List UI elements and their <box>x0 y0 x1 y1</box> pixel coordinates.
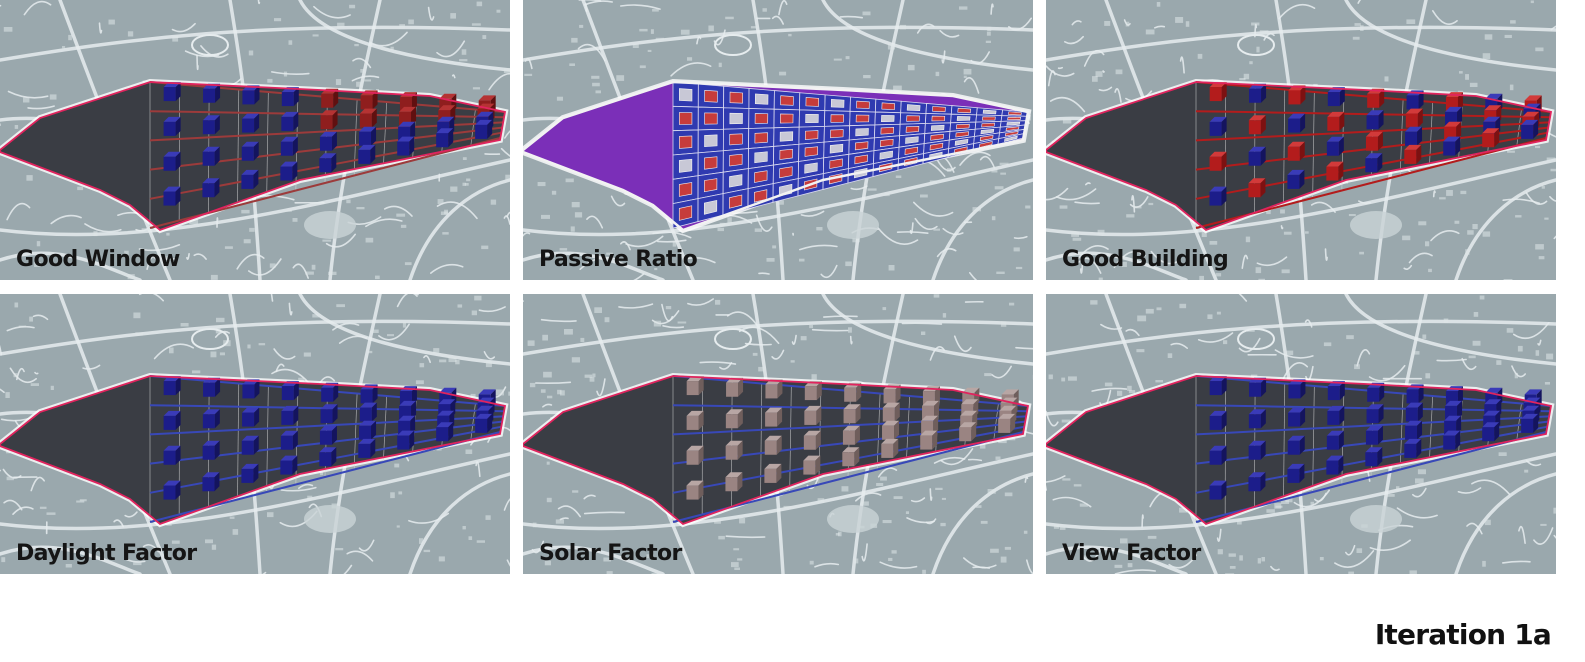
panel-view-factor: View Factor <box>1046 294 1556 574</box>
panel-label: View Factor <box>1062 541 1201 566</box>
site-masterplan <box>1046 78 1555 234</box>
panel-label: Good Building <box>1062 247 1229 272</box>
panel-label: Passive Ratio <box>539 247 698 272</box>
panel-daylight-factor: Daylight Factor <box>0 294 510 574</box>
iteration-title: Iteration 1a <box>1374 618 1552 651</box>
site-map-render <box>0 294 510 574</box>
panel-passive-ratio: Passive Ratio <box>523 0 1033 280</box>
site-masterplan <box>1046 372 1555 528</box>
site-map-render <box>1046 294 1556 574</box>
panel-good-building: Good Building <box>1046 0 1556 280</box>
panel-solar-factor: Solar Factor <box>523 294 1033 574</box>
site-masterplan <box>0 372 509 528</box>
panel-label: Solar Factor <box>539 541 682 566</box>
panel-label: Daylight Factor <box>16 541 197 566</box>
site-masterplan <box>523 372 1032 528</box>
site-map-render <box>0 0 510 280</box>
site-map-render <box>523 0 1033 280</box>
site-masterplan <box>523 78 1032 234</box>
site-masterplan <box>0 78 509 234</box>
site-map-render <box>1046 0 1556 280</box>
site-map-render <box>523 294 1033 574</box>
city-building-blocks <box>1051 0 1556 280</box>
panel-good-window: Good Window <box>0 0 510 280</box>
panel-label: Good Window <box>16 247 180 272</box>
